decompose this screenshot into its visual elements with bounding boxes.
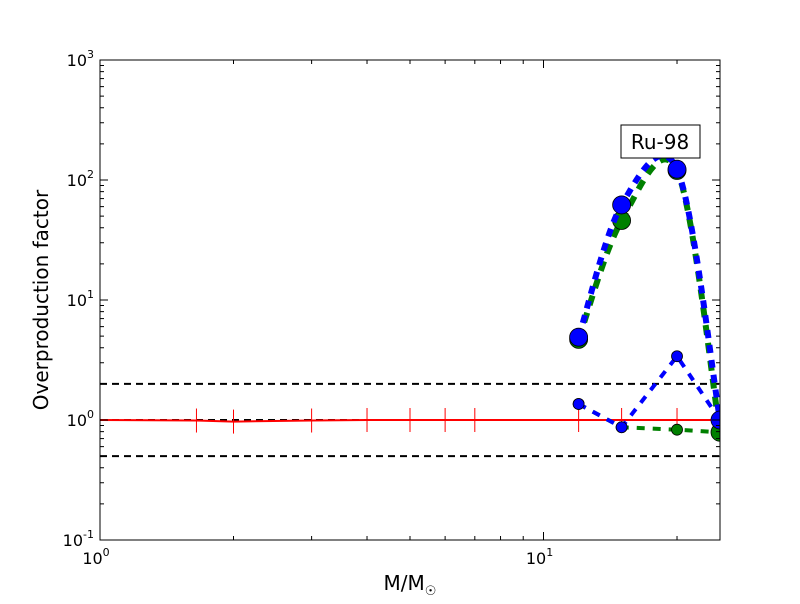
y-tick-label: 100 (67, 408, 94, 430)
data-point (569, 327, 589, 347)
series-line (577, 352, 720, 430)
y-tick-label: 103 (67, 48, 94, 70)
y-tick-label: 101 (67, 288, 94, 310)
data-point (615, 421, 628, 434)
plot-area (100, 152, 720, 458)
series-line (577, 402, 720, 435)
series-group (100, 152, 720, 458)
x-tick-label: 101 (526, 546, 553, 568)
x-tick-label: 100 (82, 546, 109, 568)
data-point (671, 350, 683, 363)
data-point (612, 195, 632, 215)
data-point (667, 159, 687, 179)
series-line (575, 152, 720, 421)
annotation-label: Ru-98 (631, 130, 689, 154)
y-tick-label: 102 (67, 168, 94, 190)
y-axis-label: Overproduction factor (29, 189, 53, 410)
annotation-box: Ru-98 (620, 124, 701, 159)
series-line (100, 419, 720, 423)
data-point (572, 398, 585, 410)
y-tick-label: 10-1 (63, 528, 94, 550)
ticks (99, 59, 720, 541)
x-axis-label: M/M☉ (384, 571, 437, 599)
data-point (671, 423, 683, 436)
